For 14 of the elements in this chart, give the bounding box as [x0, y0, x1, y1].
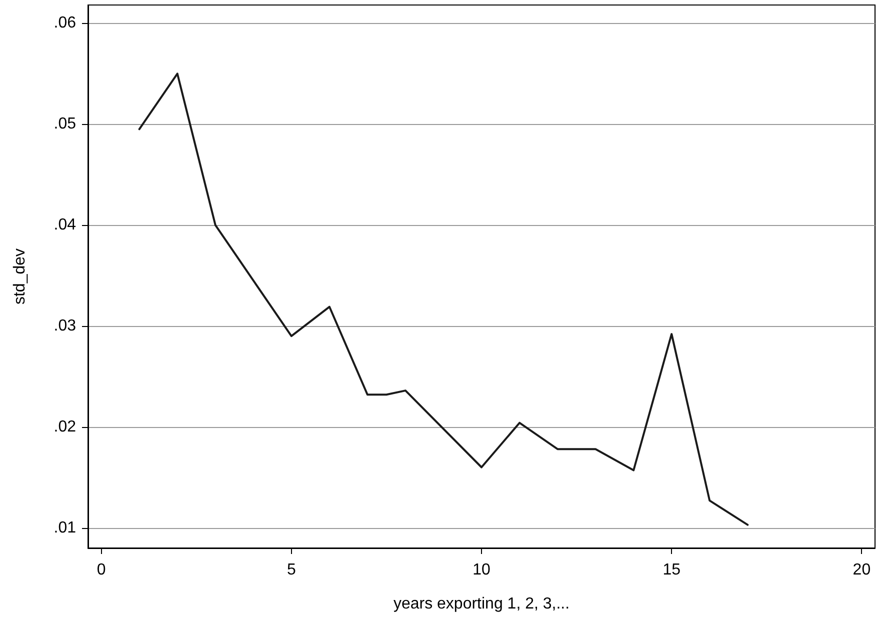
x-tick-label: 20 [852, 562, 871, 578]
x-tick-label: 5 [286, 562, 296, 578]
y-tick-label: .01 [54, 519, 76, 536]
y-tick-label: .04 [54, 216, 76, 234]
x-tick-label: 15 [662, 562, 681, 578]
y-tick-label: .03 [54, 317, 76, 334]
line-series [138, 72, 749, 526]
x-tick-label: 0 [96, 562, 106, 578]
x-tick-label: 10 [472, 562, 490, 578]
x-axis-title: years exporting 1, 2, 3,... [393, 596, 570, 612]
y-tick-label: .02 [54, 418, 76, 436]
y-axis-title: std_dev [12, 248, 28, 305]
y-tick-label: .06 [54, 14, 76, 32]
y-tick-label: .05 [54, 116, 76, 133]
